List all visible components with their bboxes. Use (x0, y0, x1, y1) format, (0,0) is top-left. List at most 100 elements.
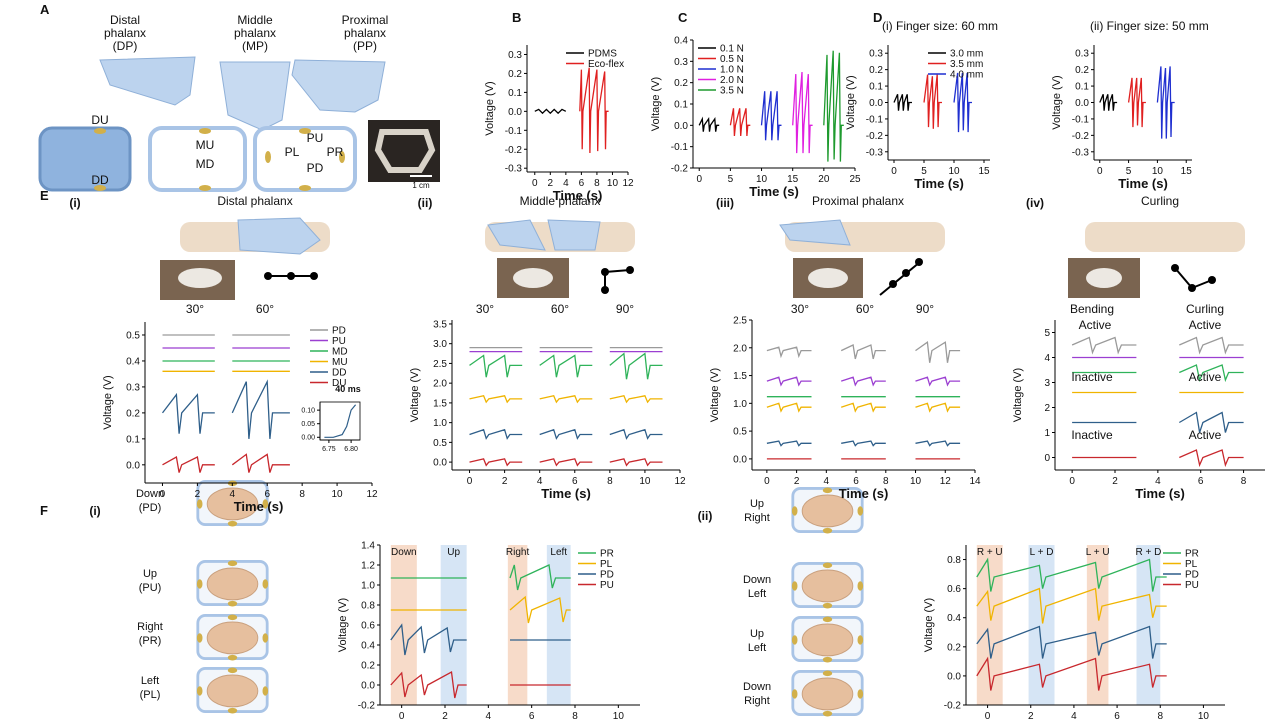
y-tick-label: 0.2 (947, 642, 961, 653)
x-tick-label: 6 (1198, 476, 1204, 487)
direction-label: Up (750, 628, 764, 640)
phalanx-name: (DP) (113, 39, 138, 53)
y-tick-label: 0.2 (126, 408, 140, 419)
x-tick-label: 10 (1152, 166, 1164, 177)
panel-label: E (40, 188, 49, 203)
series-line (161, 379, 290, 439)
y-axis-label: Voltage (V) (102, 375, 114, 429)
x-tick-label: 6 (529, 711, 535, 720)
legend-label: PD (600, 570, 614, 581)
chart-title: 40 ms (335, 384, 361, 394)
x-tick-label: 2 (502, 476, 508, 487)
x-tick-label: 5 (1126, 166, 1132, 177)
y-tick-label: -0.1 (671, 142, 689, 153)
legend-label: 3.0 mm (950, 49, 983, 60)
y-tick-label: 0.3 (674, 57, 688, 68)
y-tick-label: 0.6 (361, 621, 375, 632)
direction-label: (PL) (140, 689, 161, 701)
y-axis-label: Voltage (V) (709, 368, 721, 422)
x-tick-label: 14 (969, 476, 981, 487)
x-tick-label: 0 (985, 711, 991, 720)
y-tick-label: 2.0 (433, 379, 447, 390)
annotation: Active (1079, 318, 1112, 332)
x-tick-label: 8 (594, 178, 600, 189)
sublabel: (i) (69, 196, 80, 210)
y-tick-label: 1.4 (361, 541, 375, 552)
legend-label: 2.0 N (720, 75, 744, 86)
x-tick-label: 15 (1181, 166, 1193, 177)
x-tick-label: 6.80 (344, 446, 358, 453)
shaded-region (440, 545, 467, 705)
annotation: 60° (856, 302, 874, 316)
legend-label: 1.0 N (720, 65, 744, 76)
x-axis-label: Time (s) (1135, 486, 1185, 501)
annotation: 60° (551, 302, 569, 316)
x-tick-label: 5 (728, 174, 734, 185)
y-tick-label: 0.1 (126, 434, 140, 445)
series-line (469, 458, 663, 467)
series-line (792, 71, 813, 154)
electrode-label: MD (196, 157, 215, 171)
region-label: R + D (1135, 547, 1161, 558)
y-tick-label: 0.4 (361, 641, 375, 652)
direction-label: Down (743, 681, 771, 693)
x-axis-label: Time (s) (234, 499, 284, 514)
annotation: 30° (186, 302, 204, 316)
y-tick-label: 3.0 (433, 339, 447, 350)
series-line (1072, 364, 1244, 383)
y-tick-label: 1 (1044, 428, 1050, 439)
annotation: Active (1189, 370, 1222, 384)
legend-label: MD (332, 347, 348, 358)
region-label: L + U (1086, 547, 1110, 558)
legend-label: 4.0 mm (950, 70, 983, 81)
annotation: 30° (791, 302, 809, 316)
phalanx-name: Middle (237, 13, 273, 27)
y-tick-label: 1.0 (433, 418, 447, 429)
y-tick-label: 0.5 (433, 438, 447, 449)
phalanx-name: (MP) (242, 39, 268, 53)
sublabel: (i) (89, 504, 100, 518)
shaded-region (1086, 545, 1109, 705)
sensor-rings (38, 126, 357, 192)
legend-label: 0.1 N (720, 44, 744, 55)
y-tick-label: 0 (1044, 453, 1050, 464)
x-tick-label: 4 (563, 178, 569, 189)
y-tick-label: 0.8 (361, 601, 375, 612)
chart: -0.2 -0.1 0.0 0.1 0.2 0.3 0.4 0 5 10 15 20 25 0.1 N0.… (650, 36, 861, 200)
chart: -0.3 -0.2 -0.1 0.0 0.1 0.2 0.3 0 5 10 15 (ii) Finge… (1051, 19, 1209, 191)
region-label: R + U (977, 547, 1003, 558)
x-tick-label: 8 (883, 476, 889, 487)
y-tick-label: 0.0 (733, 454, 747, 465)
y-tick-label: 0.3 (1075, 49, 1089, 60)
chart: 0 1 2 3 4 5 0 2 4 6 8 Curling Bending Curling Active Ac… (1012, 194, 1265, 501)
annotation: Active (1189, 428, 1222, 442)
phalanx-name: Distal (110, 13, 140, 27)
x-tick-label: 6 (572, 476, 578, 487)
legend-label: PDMS (588, 49, 617, 60)
direction-label: Up (143, 568, 157, 580)
legend-label: 0.5 N (720, 54, 744, 65)
direction-label: Right (744, 695, 770, 707)
y-tick-label: 2.0 (733, 343, 747, 354)
y-tick-label: 0.4 (947, 613, 961, 624)
annotation: 90° (616, 302, 634, 316)
series-line (469, 352, 663, 380)
y-tick-label: -0.2 (358, 701, 376, 712)
y-tick-label: 2.5 (733, 316, 747, 327)
x-tick-label: 6.75 (322, 446, 336, 453)
y-tick-label: 0.0 (433, 458, 447, 469)
series-line (390, 595, 571, 624)
legend-label: MU (332, 357, 348, 368)
legend-label: PR (600, 549, 614, 560)
y-tick-label: 0.5 (126, 330, 140, 341)
chart-title: (i) Finger size: 60 mm (882, 19, 998, 33)
y-tick-label: 1.0 (361, 581, 375, 592)
series-line (390, 670, 571, 699)
y-tick-label: 0.10 (301, 408, 315, 415)
legend-label: PU (332, 336, 346, 347)
y-tick-label: 3.5 (433, 319, 447, 330)
x-tick-label: 4 (230, 489, 236, 500)
series-line (162, 453, 290, 473)
x-tick-label: 0 (160, 489, 166, 500)
series-line (766, 440, 961, 447)
